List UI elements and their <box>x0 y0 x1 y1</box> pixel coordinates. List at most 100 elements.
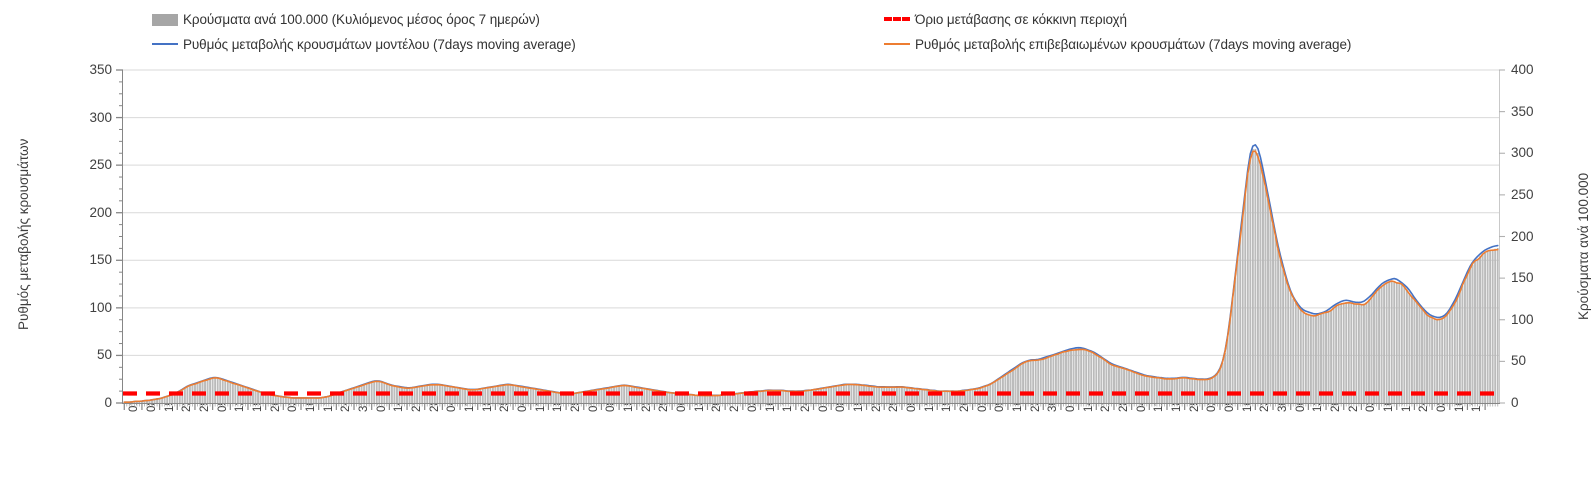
bar <box>436 384 439 404</box>
bar <box>1163 378 1166 404</box>
bar <box>214 377 217 404</box>
bar <box>504 384 507 404</box>
bar <box>1282 269 1285 404</box>
bar <box>1100 357 1103 404</box>
bar <box>1110 364 1113 404</box>
bar <box>999 377 1002 404</box>
plot-area <box>116 69 1505 410</box>
bar <box>1335 306 1338 404</box>
bar <box>1320 314 1322 404</box>
bar <box>764 390 767 404</box>
y-axis-left-tick-label: 100 <box>89 299 112 315</box>
bar <box>1474 261 1476 404</box>
bar <box>1380 286 1383 404</box>
bar <box>1423 312 1426 404</box>
bar <box>1277 248 1279 404</box>
bar <box>699 395 701 404</box>
bar <box>1395 282 1398 404</box>
bar <box>1143 375 1146 404</box>
bar <box>1049 356 1052 404</box>
legend-label-model-rate: Ρυθμός μεταβολής κρουσμάτων μοντέλου (7d… <box>183 36 576 52</box>
bar <box>534 388 537 404</box>
bar <box>277 396 280 404</box>
bar <box>1481 254 1484 404</box>
legend-item-model-rate[interactable]: Ρυθμός μεταβολής κρουσμάτων μοντέλου (7d… <box>152 35 576 53</box>
bar <box>209 378 211 404</box>
bar <box>696 395 699 404</box>
bar <box>1340 303 1343 404</box>
bar <box>1403 287 1406 404</box>
bar <box>1214 376 1216 404</box>
bar <box>348 389 350 404</box>
y-axis-left-tick-label: 300 <box>89 109 112 125</box>
bar <box>1464 279 1466 404</box>
bar <box>719 395 721 404</box>
line-swatch-icon-orange <box>884 38 910 50</box>
bar <box>787 391 790 404</box>
bar <box>1317 315 1320 404</box>
bar <box>741 392 744 404</box>
chart-legend: Κρούσματα ανά 100.000 (Κυλιόμενος μέσος … <box>0 0 1593 62</box>
bar <box>1345 302 1348 404</box>
bar <box>1264 186 1267 404</box>
legend-item-confirmed-rate[interactable]: Ρυθμός μεταβολής επιβεβαιωμένων κρουσμάτ… <box>884 35 1351 53</box>
bar <box>729 394 732 404</box>
bar <box>976 388 979 404</box>
bar <box>1246 173 1249 404</box>
bar <box>1400 284 1403 404</box>
bar <box>1017 366 1019 404</box>
bar <box>716 395 719 404</box>
bar <box>396 386 398 404</box>
bar <box>714 395 716 404</box>
bar <box>996 379 999 404</box>
bar <box>484 387 487 404</box>
bar <box>916 388 918 404</box>
bar <box>1307 313 1310 404</box>
bar <box>332 394 335 404</box>
bar <box>1479 256 1481 404</box>
bar <box>464 388 466 404</box>
bar <box>1219 369 1221 404</box>
legend-label-confirmed-rate: Ρυθμός μεταβολής επιβεβαιωμένων κρουσμάτ… <box>915 36 1352 52</box>
bar <box>1055 354 1057 404</box>
bar <box>1181 377 1184 404</box>
bar <box>1120 367 1123 404</box>
bar <box>1330 309 1332 404</box>
bar <box>1007 372 1009 404</box>
bar <box>1385 282 1388 404</box>
bar <box>1458 291 1461 404</box>
bar <box>1095 354 1098 404</box>
bar <box>1196 379 1199 404</box>
bar <box>441 385 444 404</box>
bar <box>1373 293 1375 404</box>
bar <box>1027 361 1030 404</box>
legend-item-red-threshold[interactable]: Όριο μετάβασης σε κόκκινη περιοχή <box>884 10 1127 28</box>
plot-svg <box>116 69 1505 410</box>
bar <box>878 387 881 404</box>
bar <box>1342 302 1345 404</box>
bar <box>701 395 704 404</box>
bar <box>1365 302 1368 404</box>
bar <box>1279 259 1282 404</box>
bar <box>1133 372 1136 404</box>
legend-item-cases-per-100k[interactable]: Κρούσματα ανά 100.000 (Κυλιόμενος μέσος … <box>152 10 540 28</box>
bar <box>1411 296 1413 404</box>
bar <box>486 387 489 404</box>
bar <box>350 388 353 404</box>
bar <box>1390 281 1393 404</box>
bar <box>252 389 254 404</box>
bar <box>168 395 171 404</box>
bar <box>832 386 835 404</box>
bar <box>1433 318 1436 404</box>
bar <box>969 389 971 404</box>
bar <box>216 377 219 404</box>
bar <box>875 387 878 404</box>
bar <box>1009 371 1012 404</box>
bar <box>1461 285 1464 404</box>
y-axis-left-tick-label: 200 <box>89 204 112 220</box>
bar <box>274 395 277 404</box>
bar <box>416 387 419 404</box>
bar <box>577 392 580 404</box>
bar <box>1012 369 1014 404</box>
bar <box>1469 268 1471 404</box>
